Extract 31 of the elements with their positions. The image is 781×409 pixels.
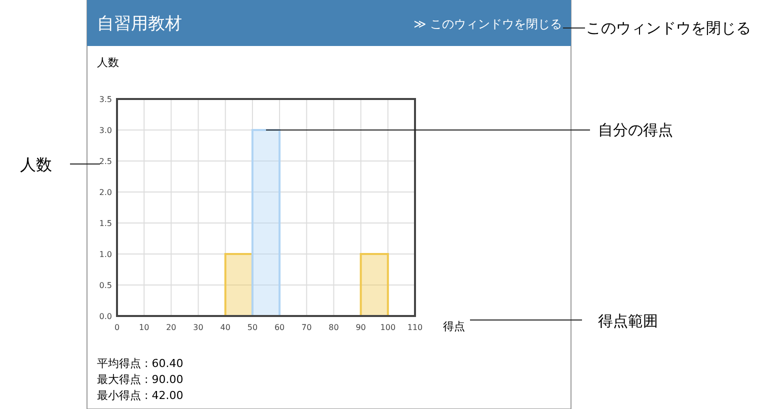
x-axis-title: 得点: [443, 320, 465, 333]
y-tick-label: 3.0: [99, 126, 112, 135]
x-tick-label: 80: [328, 323, 339, 332]
x-tick-label: 30: [193, 323, 204, 332]
x-tick-label: 10: [138, 323, 150, 332]
text: 得点範囲: [598, 312, 658, 330]
text: ≫ このウィンドウを閉じる: [414, 17, 562, 31]
x-tick-label: 40: [220, 323, 230, 332]
x-tick-label: 70: [302, 323, 312, 332]
text: 最大得点 : 90.00: [97, 373, 184, 386]
y-axis-title: 人数: [97, 56, 119, 69]
y-tick-label: 0.5: [99, 281, 112, 290]
y-tick-label: 2.0: [99, 188, 112, 197]
text: このウィンドウを閉じる: [586, 19, 751, 37]
x-tick-label: 90: [356, 323, 366, 332]
x-tick-label: 60: [274, 323, 285, 332]
y-tick-label: 3.5: [99, 95, 112, 104]
y-tick-label: 1.5: [99, 219, 112, 228]
y-tick-label: 1.0: [99, 250, 112, 259]
x-tick-label: 50: [247, 323, 258, 332]
text: 人数: [20, 155, 52, 174]
text: 平均得点 : 60.40: [97, 357, 184, 370]
annotation: 自分の得点: [598, 121, 673, 139]
x-tick-label: 100: [380, 323, 396, 332]
y-tick-label: 0.0: [99, 312, 112, 321]
text: 最小得点 : 42.00: [97, 389, 184, 402]
x-tick-label: 0: [114, 323, 120, 332]
y-tick-label: 2.5: [99, 157, 112, 166]
x-tick-label: 110: [407, 323, 423, 332]
chart-title: 自習用教材: [97, 14, 182, 34]
x-tick-label: 20: [166, 323, 176, 332]
